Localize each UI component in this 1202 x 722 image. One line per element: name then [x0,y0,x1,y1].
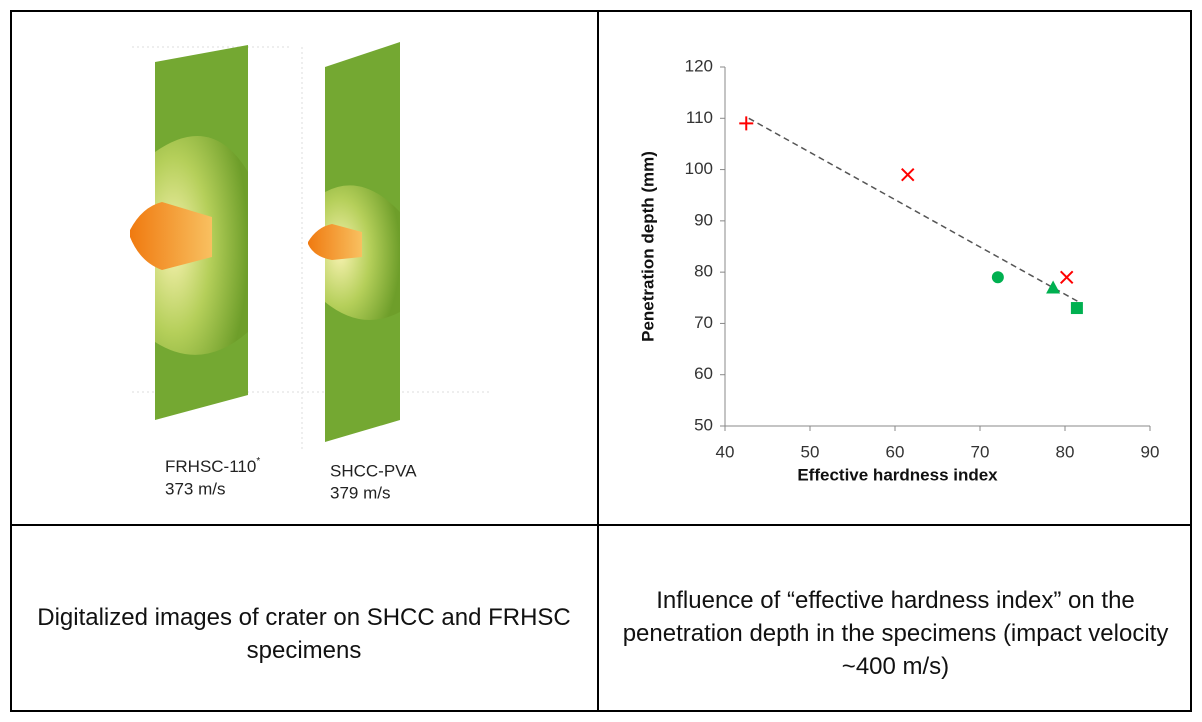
point [992,271,1004,283]
point [739,116,753,130]
border [1190,10,1192,712]
caption: Influence of “effective hardness index” … [618,584,1173,683]
x-tick-label: 50 [801,442,820,461]
crater-image: FRHSC-110* 373 m/s SHCC-PVA 379 m/s [12,12,597,524]
y-axis-title: Penetration depth (mm) [638,151,657,342]
specimen-name: SHCC-PVA [330,461,417,480]
border [10,710,1192,712]
specimen-name: FRHSC-110 [165,457,256,476]
y-tick-label: 50 [694,415,713,434]
y-tick-label: 120 [685,56,713,75]
y-tick-label: 90 [694,210,713,229]
y-tick-label: 60 [694,364,713,383]
x-tick-label: 70 [971,442,990,461]
x-tick-label: 60 [886,442,905,461]
border [10,524,1192,526]
caption: Digitalized images of crater on SHCC and… [14,601,594,667]
y-tick-label: 110 [686,108,713,127]
superscript: * [256,456,260,467]
point [1061,271,1073,283]
point [1046,281,1060,294]
specimen-velocity: 379 m/s [330,483,390,502]
y-tick-label: 100 [685,159,713,178]
x-tick-label: 90 [1141,442,1160,461]
specimen-velocity: 373 m/s [165,479,225,498]
point [1071,302,1083,314]
y-tick-label: 70 [694,313,713,332]
x-tick-label: 80 [1056,442,1075,461]
y-tick-label: 80 [694,262,713,281]
x-tick-label: 40 [716,442,735,461]
page: body { margin: 0; width: 1202px; height:… [0,0,1202,722]
x-axis-title: Effective hardness index [797,465,998,484]
point [902,169,914,181]
page-body: {"left_image": {"specimens": [ {"name": … [0,0,1202,722]
trendline [749,118,1078,301]
specimen-name: FRHSC-110* [165,456,260,477]
